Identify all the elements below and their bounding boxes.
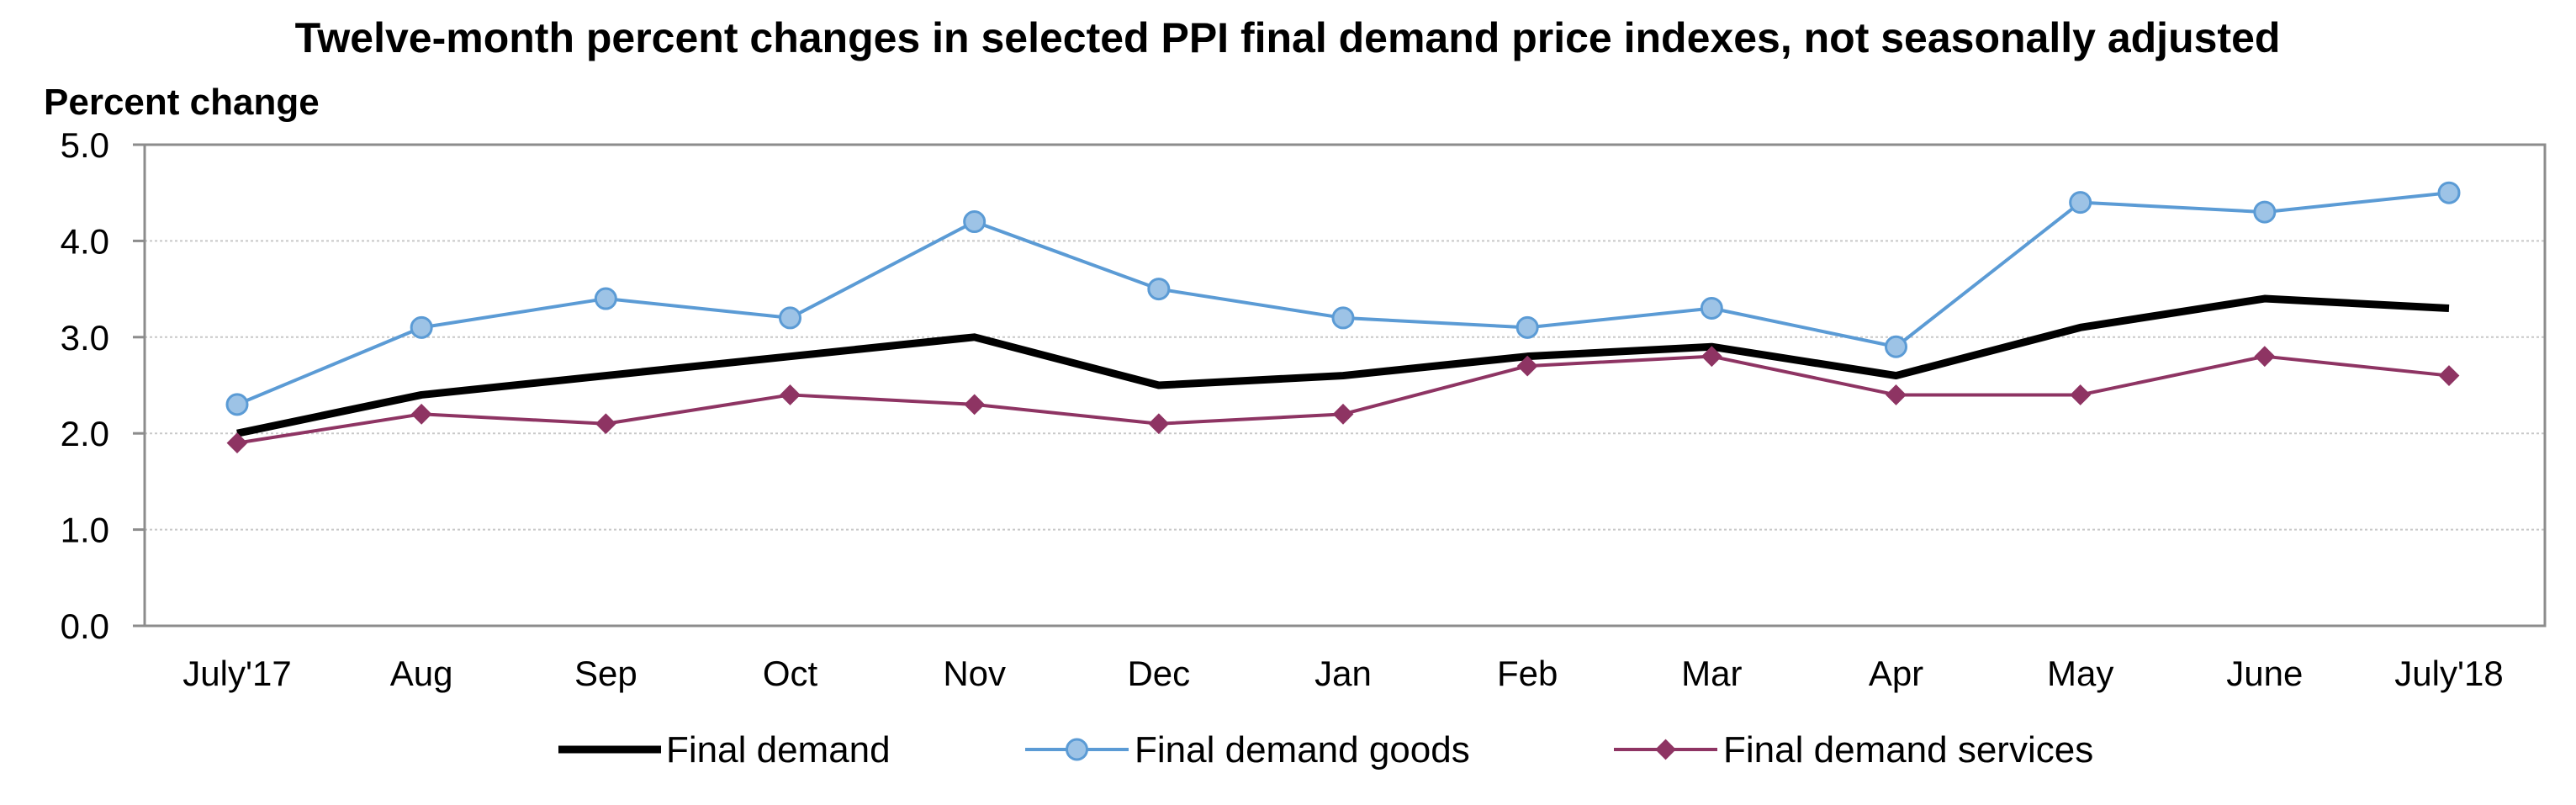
data-point — [2437, 181, 2461, 204]
x-tick-label: Apr — [1869, 654, 1923, 693]
data-point — [2438, 365, 2460, 386]
legend-label: Final demand services — [1723, 729, 2093, 771]
data-point — [1700, 296, 1723, 320]
x-tick-label: Sep — [574, 654, 637, 693]
data-point — [594, 287, 617, 310]
data-point — [1515, 315, 1539, 339]
x-tick-label: Mar — [1681, 654, 1742, 693]
data-point — [2070, 384, 2092, 405]
x-tick-label: Nov — [943, 654, 1006, 693]
data-point — [595, 413, 616, 435]
data-point — [410, 403, 432, 425]
legend: Final demand Final demand goods Final dema… — [558, 729, 2093, 771]
series-line — [236, 294, 2450, 437]
legend-item: Final demand — [558, 729, 891, 771]
x-axis: July'17 Aug Sep Oct Nov Dec Jan Feb Mar Apr May Jun… — [182, 654, 2503, 693]
data-point — [2253, 200, 2277, 224]
data-point — [1886, 384, 1907, 405]
data-point — [2254, 346, 2276, 368]
x-tick-label: May — [2047, 654, 2113, 693]
data-point — [1148, 413, 1170, 435]
y-tick-label: 2.0 — [61, 414, 109, 453]
series-final-demand-services — [226, 346, 2460, 454]
x-tick-label: Feb — [1497, 654, 1558, 693]
legend-marker — [1066, 738, 1088, 761]
x-tick-label: Oct — [763, 654, 818, 693]
data-point — [2069, 191, 2092, 214]
x-tick-label: Jan — [1314, 654, 1372, 693]
plot-area — [143, 143, 2547, 628]
data-point — [963, 210, 986, 234]
y-tick-label: 3.0 — [61, 318, 109, 357]
data-point — [1516, 355, 1538, 377]
x-tick-label: July'17 — [182, 654, 291, 693]
series-group — [225, 181, 2461, 454]
data-point — [1885, 335, 1907, 358]
data-point — [225, 393, 249, 416]
data-point — [779, 306, 801, 330]
x-tick-label: July'18 — [2394, 654, 2503, 693]
x-tick-label: Aug — [390, 654, 453, 693]
data-point — [780, 384, 801, 405]
series-final-demand-goods — [225, 181, 2461, 416]
x-tick-label: June — [2226, 654, 2303, 693]
legend-marker — [1655, 739, 1676, 760]
y-tick-label: 1.0 — [61, 511, 109, 550]
data-point — [1701, 346, 1722, 368]
x-tick-label: Dec — [1127, 654, 1190, 693]
y-tick-label: 5.0 — [61, 125, 109, 165]
series-line — [236, 354, 2450, 445]
series-final-demand — [236, 294, 2450, 437]
y-axis-label: Percent change — [44, 82, 320, 123]
y-tick-label: 4.0 — [61, 221, 109, 261]
y-axis: 0.0 1.0 2.0 3.0 4.0 5.0 — [61, 125, 145, 646]
chart-title: Twelve-month percent changes in selected… — [295, 14, 2281, 61]
y-tick-label: 0.0 — [61, 606, 109, 646]
data-point — [410, 315, 433, 339]
data-point — [1147, 278, 1171, 301]
data-point — [1332, 403, 1354, 425]
gridlines — [145, 240, 2545, 531]
legend-item: Final demand services — [1614, 729, 2093, 771]
legend-label: Final demand — [666, 729, 891, 771]
data-point — [964, 394, 986, 416]
legend-item: Final demand goods — [1025, 729, 1470, 771]
data-point — [226, 432, 248, 454]
data-point — [1331, 306, 1355, 330]
legend-label: Final demand goods — [1135, 729, 1470, 771]
